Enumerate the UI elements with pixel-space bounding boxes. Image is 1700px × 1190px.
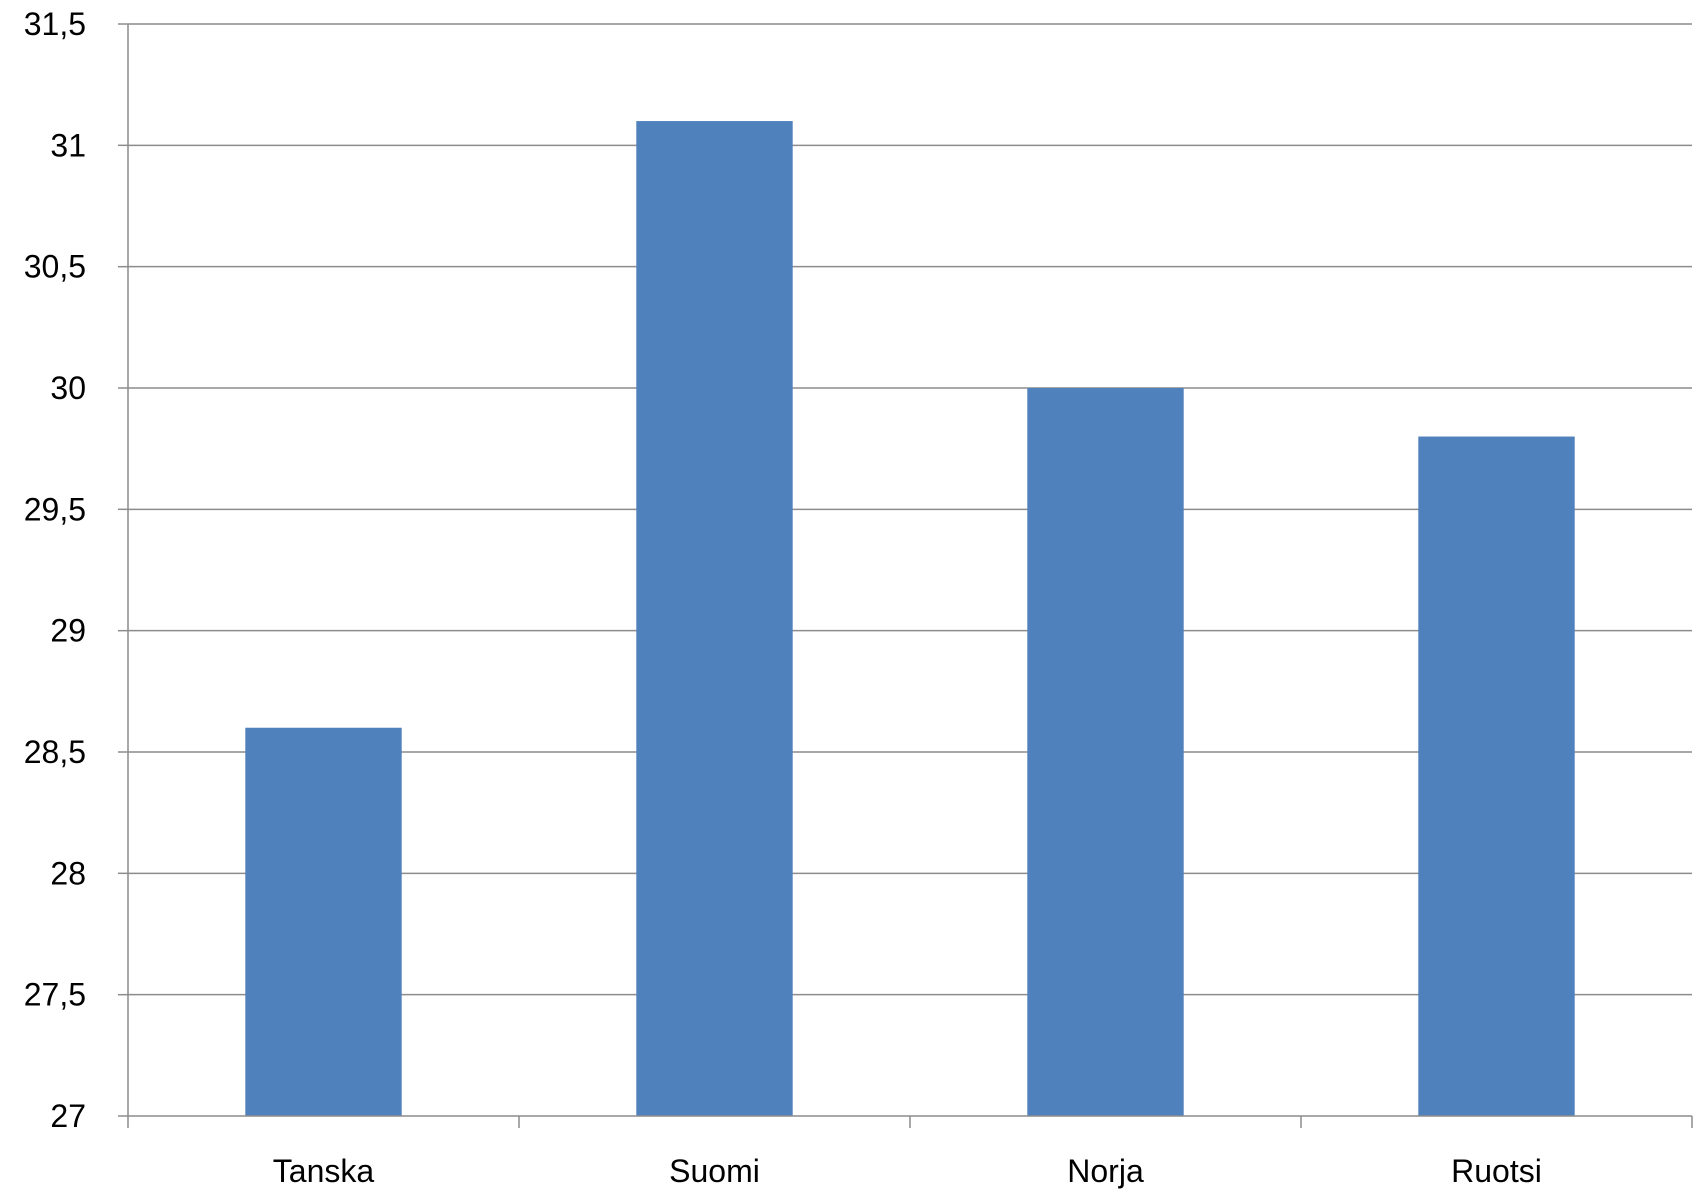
- bar-tanska: [245, 727, 402, 1116]
- bars: [245, 121, 1575, 1117]
- axes: [118, 23, 1693, 1128]
- bar-ruotsi: [1418, 436, 1575, 1116]
- y-tick-label: 30: [50, 370, 86, 406]
- x-tick-label: Suomi: [669, 1153, 760, 1189]
- bar-suomi: [636, 121, 793, 1117]
- y-tick-label: 30,5: [24, 249, 86, 285]
- y-tick-label: 28: [50, 855, 86, 891]
- x-tick-label: Ruotsi: [1451, 1153, 1542, 1189]
- y-tick-label: 31,5: [24, 6, 86, 42]
- y-tick-label: 27: [50, 1098, 86, 1134]
- y-tick-label: 28,5: [24, 734, 86, 770]
- bar-norja: [1027, 388, 1184, 1116]
- x-tick-label: Tanska: [273, 1153, 375, 1189]
- y-tick-label: 31: [50, 127, 86, 163]
- y-tick-label: 29: [50, 613, 86, 649]
- y-axis-tick-labels: 27 27,5 28 28,5 29 29,5 30 30,5 31 31,5: [24, 6, 86, 1134]
- y-tick-label: 27,5: [24, 977, 86, 1013]
- x-axis-tick-labels: Tanska Suomi Norja Ruotsi: [273, 1153, 1542, 1189]
- x-tick-label: Norja: [1067, 1153, 1144, 1189]
- y-tick-label: 29,5: [24, 491, 86, 527]
